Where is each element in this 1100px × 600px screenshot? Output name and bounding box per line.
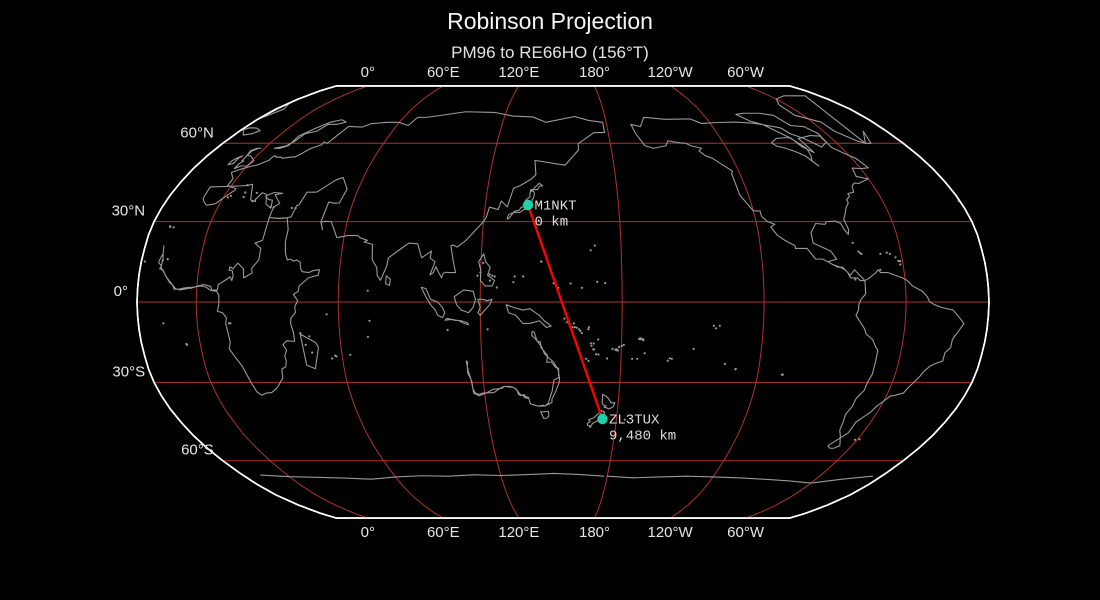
- svg-text:60°W: 60°W: [727, 64, 765, 81]
- svg-text:60°S: 60°S: [181, 442, 214, 459]
- svg-text:180°: 180°: [579, 64, 610, 81]
- svg-text:0°: 0°: [114, 283, 128, 300]
- svg-text:120°E: 120°E: [498, 524, 539, 541]
- svg-text:0 km: 0 km: [535, 215, 569, 231]
- svg-text:0°: 0°: [361, 524, 375, 541]
- svg-text:30°N: 30°N: [112, 203, 146, 220]
- svg-text:120°W: 120°W: [648, 524, 694, 541]
- svg-text:60°W: 60°W: [727, 524, 765, 541]
- svg-text:30°S: 30°S: [112, 363, 145, 380]
- svg-text:120°W: 120°W: [648, 64, 694, 81]
- svg-text:M1NKT: M1NKT: [535, 199, 577, 215]
- svg-text:9,480 km: 9,480 km: [609, 429, 676, 445]
- svg-text:0°: 0°: [361, 64, 375, 81]
- svg-text:ZL3TUX: ZL3TUX: [609, 413, 660, 429]
- svg-text:60°N: 60°N: [180, 124, 214, 141]
- svg-text:60°E: 60°E: [427, 524, 460, 541]
- svg-text:60°E: 60°E: [427, 64, 460, 81]
- svg-text:120°E: 120°E: [498, 64, 539, 81]
- svg-text:180°: 180°: [579, 524, 610, 541]
